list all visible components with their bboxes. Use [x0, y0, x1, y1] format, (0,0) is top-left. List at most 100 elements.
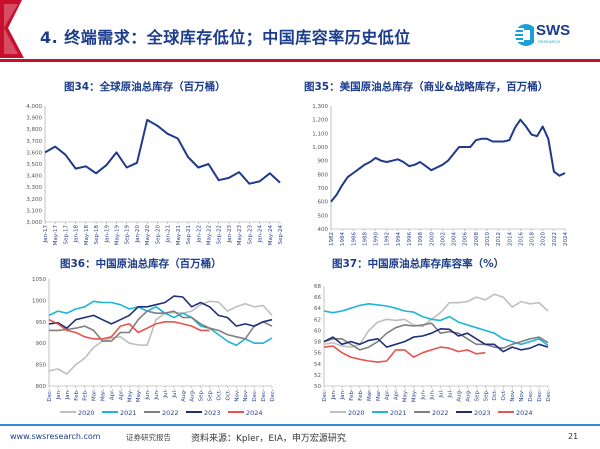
x-tick-label: Jun-	[421, 389, 427, 401]
x-tick-label: May-	[127, 389, 133, 402]
legend-label-2021: 2021	[390, 409, 407, 417]
legend-label-2020: 2020	[348, 409, 365, 417]
x-tick-label: 2020	[541, 232, 547, 246]
series-line-2021	[48, 300, 273, 347]
series-line-2023	[48, 295, 273, 329]
y-tick-label: 56	[314, 351, 321, 357]
y-tick-label: 58	[314, 340, 321, 346]
x-tick-label: Jul-	[172, 389, 178, 399]
y-tick-label: 1,300	[312, 104, 328, 110]
chart36-title: 图36：中国原油总库存（百万桶）	[60, 258, 222, 270]
x-tick-label: May-23	[237, 225, 243, 246]
y-tick-label: 900	[36, 341, 47, 347]
x-tick-label: Nov-	[510, 389, 516, 402]
y-tick-label: 500	[318, 213, 329, 219]
series-line-2022	[323, 322, 549, 351]
y-tick-label: 1000	[32, 298, 46, 304]
x-tick-label: 1986	[351, 232, 357, 246]
x-tick-label: 2006	[463, 232, 469, 246]
y-tick-label: 1050	[32, 277, 46, 283]
y-tick-label: 600	[318, 200, 329, 206]
x-tick-label: May-17	[53, 225, 59, 246]
y-tick-label: 54	[314, 362, 321, 368]
legend-label-2020: 2020	[78, 409, 95, 417]
footer-website[interactable]: www.swsresearch.com	[10, 432, 101, 441]
x-tick-label: Jun-	[145, 389, 151, 401]
logo-text: SWS	[536, 22, 571, 39]
x-tick-label: Jan-17	[43, 225, 49, 244]
y-tick-label: 50	[314, 384, 321, 390]
y-tick-label: 800	[36, 384, 47, 390]
x-tick-label: Jan-	[340, 389, 346, 400]
x-tick-label: Apr-	[385, 389, 391, 400]
x-tick-label: 1988	[362, 232, 368, 246]
footer-source: 资料来源：Kpler，EIA，申万宏源研究	[191, 434, 346, 444]
x-tick-label: May-	[412, 389, 418, 402]
series-line-2023	[323, 328, 549, 353]
x-tick-label: 2008	[474, 232, 480, 246]
y-tick-label: 62	[314, 317, 321, 323]
x-tick-label: Jan-22	[196, 225, 202, 243]
y-tick-label: 4,000	[26, 104, 42, 110]
legend-label-2024: 2024	[246, 409, 263, 417]
x-tick-label: Jan-18	[74, 225, 80, 244]
x-tick-label: Aug-	[181, 389, 187, 402]
x-tick-label: Sep-17	[63, 225, 69, 245]
x-tick-label: Sep-20	[155, 225, 161, 245]
y-tick-label: 3,000	[26, 220, 42, 226]
x-tick-label: Sep-22	[217, 225, 223, 244]
x-tick-label: Mar-	[101, 389, 107, 401]
chart37-title: 图37：中国原油总库存库容率（%）	[332, 258, 505, 270]
x-tick-label: Jul-	[438, 389, 444, 399]
y-tick-label: 900	[318, 159, 329, 165]
chart34-title: 图34：全球原油总库存（百万桶）	[64, 81, 226, 93]
series-line-2024	[48, 318, 210, 340]
footer-line	[0, 424, 600, 426]
x-tick-label: Dec-	[47, 389, 53, 402]
x-tick-label: Feb-	[358, 389, 364, 401]
page-number: 21	[568, 432, 579, 441]
y-tick-label: 60	[314, 328, 321, 334]
x-tick-label: Apr-	[118, 389, 124, 400]
x-tick-label: Oct-	[225, 389, 231, 401]
x-tick-label: 2012	[496, 232, 502, 246]
x-tick-label: May-21	[176, 225, 182, 245]
y-tick-label: 1,000	[312, 145, 328, 151]
x-tick-label: Jul-	[163, 389, 169, 399]
chevron-highlight	[4, 4, 18, 54]
page-title: 4. 终端需求：全球库存低位；中国库容率历史低位	[40, 28, 411, 47]
x-tick-label: May-18	[84, 225, 90, 246]
y-tick-label: 3,200	[26, 197, 42, 203]
x-tick-label: 2000	[429, 232, 435, 246]
x-tick-label: Dec-	[546, 389, 552, 402]
x-tick-label: Sep-23	[247, 225, 253, 245]
red-chevron	[0, 0, 24, 58]
y-tick-label: 3,800	[26, 127, 42, 133]
y-tick-label: 850	[36, 363, 47, 369]
x-tick-label: Jan-20	[135, 225, 141, 244]
x-tick-label: Nov-	[243, 389, 249, 402]
x-tick-label: Oct-	[216, 389, 222, 401]
x-tick-label: May-20	[145, 225, 151, 246]
x-tick-label: 1998	[418, 232, 424, 246]
x-tick-label: Jun-	[430, 389, 436, 401]
y-tick-label: 52	[314, 373, 321, 379]
x-tick-label: Jun-	[154, 389, 160, 401]
x-tick-label: 2016	[518, 232, 524, 246]
x-tick-label: Jan-19	[104, 225, 110, 244]
x-tick-label: Jul-	[447, 389, 453, 399]
x-tick-label: Feb-	[83, 389, 89, 401]
x-tick-label: Mar-	[367, 389, 373, 401]
logo-icon	[514, 24, 534, 46]
header-decoration	[0, 0, 600, 62]
x-tick-label: 2010	[485, 232, 491, 246]
x-tick-label: 1982	[329, 232, 335, 246]
series-line-main	[330, 118, 566, 203]
x-tick-label: Feb-	[74, 389, 80, 401]
y-tick-label: 3,900	[26, 116, 42, 122]
y-tick-label: 1,200	[312, 118, 328, 124]
x-tick-label: Aug-	[465, 389, 471, 402]
logo-subtext: RESEARCH	[538, 39, 561, 44]
